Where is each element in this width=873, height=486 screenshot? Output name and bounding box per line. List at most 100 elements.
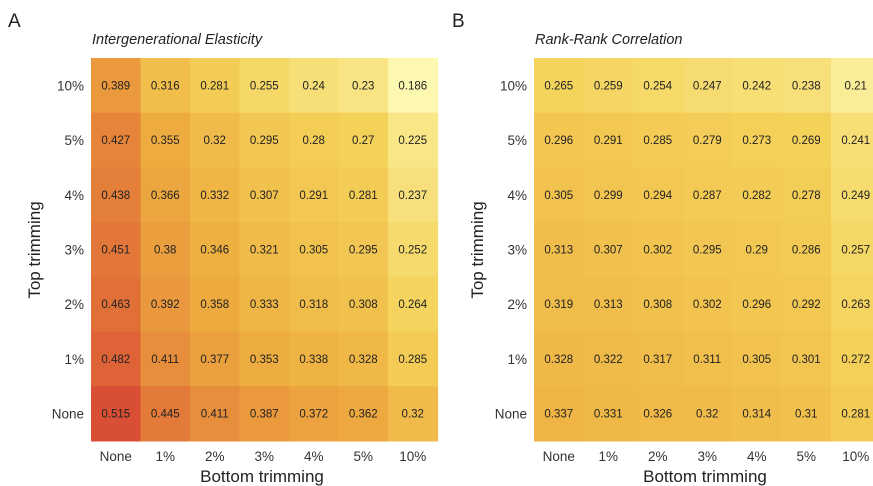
y-tick-label: 1%: [507, 352, 527, 367]
heatmap-cell: [732, 167, 783, 223]
x-tick-label: 4%: [747, 449, 767, 464]
y-tick-label: 4%: [507, 188, 527, 203]
heatmap-cell-value: 0.307: [594, 244, 623, 256]
heatmap-cell-value: 0.326: [643, 409, 672, 421]
heatmap-cell: [289, 112, 340, 168]
heatmap-cell-value: 0.305: [742, 354, 771, 366]
heatmap-cell-value: 0.318: [299, 299, 328, 311]
heatmap-cell-value: 0.301: [792, 354, 821, 366]
heatmap-cell-value: 0.255: [250, 80, 279, 92]
heatmap-cell-value: 0.281: [841, 409, 870, 421]
heatmap-cell: [633, 386, 684, 442]
y-tick-label: None: [495, 407, 527, 422]
heatmap-cell-value: 0.238: [792, 80, 821, 92]
heatmap-cell-value: 0.32: [696, 409, 718, 421]
heatmap-cell: [239, 58, 290, 114]
panel-b-letter: B: [452, 11, 465, 32]
heatmap-cell: [388, 276, 439, 333]
heatmap-cell: [583, 167, 634, 223]
heatmap-cell-value: 0.254: [643, 80, 672, 92]
x-tick-label: 5%: [353, 449, 373, 464]
heatmap-cell-value: 0.319: [544, 299, 573, 311]
heatmap-cell: [781, 386, 832, 442]
heatmap-cell: [583, 58, 634, 114]
x-tick-label: 4%: [304, 449, 324, 464]
y-tick-label: 5%: [64, 133, 84, 148]
heatmap-cell-value: 0.291: [299, 190, 328, 202]
heatmap-cell: [91, 386, 142, 442]
heatmap-cell-value: 0.282: [742, 190, 771, 202]
panel-a-cells: 0.389 0.316 0.281 0.255 0.24 0.23 0.186 0.427 0.…: [91, 58, 439, 442]
heatmap-cell: [338, 331, 389, 387]
heatmap-cell: [831, 331, 873, 387]
heatmap-cell-value: 0.31: [795, 409, 817, 421]
y-tick-label: 4%: [64, 188, 84, 203]
heatmap-cell-value: 0.296: [544, 135, 573, 147]
heatmap-cell-value: 0.299: [594, 190, 623, 202]
heatmap-cell: [239, 386, 290, 442]
heatmap-cell-value: 0.332: [200, 190, 229, 202]
panel-b-x-tick-labels: None 1% 2% 3% 4% 5% 10%: [543, 449, 870, 464]
heatmap-cell: [633, 331, 684, 387]
heatmap-cell-value: 0.321: [250, 244, 279, 256]
heatmap-cell: [338, 386, 389, 442]
heatmap-cell-value: 0.269: [792, 135, 821, 147]
heatmap-cell-value: 0.287: [693, 190, 722, 202]
heatmap-cell: [831, 276, 873, 333]
heatmap-cell-value: 0.308: [643, 299, 672, 311]
heatmap-cell: [583, 331, 634, 387]
heatmap-cell-value: 0.281: [349, 190, 378, 202]
heatmap-cell-value: 0.279: [693, 135, 722, 147]
heatmap-cell-value: 0.305: [544, 190, 573, 202]
heatmap-cell-value: 0.328: [544, 354, 573, 366]
heatmap-cell: [682, 331, 733, 387]
heatmap-cell: [91, 167, 142, 223]
heatmap-cell: [781, 112, 832, 168]
heatmap-cell-value: 0.186: [398, 80, 427, 92]
heatmap-cell-value: 0.23: [352, 80, 374, 92]
heatmap-cell: [338, 167, 389, 223]
heatmap-cell: [190, 276, 241, 333]
heatmap-cell-value: 0.358: [200, 299, 229, 311]
heatmap-cell: [289, 167, 340, 223]
y-tick-label: None: [52, 407, 84, 422]
x-tick-label: None: [100, 449, 132, 464]
heatmap-cell-value: 0.313: [544, 244, 573, 256]
y-tick-label: 10%: [57, 78, 84, 93]
heatmap-cell-value: 0.451: [101, 244, 130, 256]
heatmap-cell: [732, 58, 783, 114]
heatmap-cell: [682, 276, 733, 333]
heatmap-cell: [289, 58, 340, 114]
panel-a-title: Intergenerational Elasticity: [92, 32, 263, 48]
panel-a-letter: A: [8, 11, 21, 32]
heatmap-cell-value: 0.307: [250, 190, 279, 202]
heatmap-cell: [338, 58, 389, 114]
heatmap-cell-value: 0.27: [352, 135, 374, 147]
heatmap-cell: [633, 167, 684, 223]
heatmap-cell-value: 0.305: [299, 244, 328, 256]
heatmap-cell-value: 0.249: [841, 190, 870, 202]
heatmap-cell: [732, 222, 783, 278]
heatmap-cell: [682, 222, 733, 278]
heatmap-cell-value: 0.295: [349, 244, 378, 256]
heatmap-cell: [831, 386, 873, 442]
panel-a-y-tick-labels: 10% 5% 4% 3% 2% 1% None: [52, 78, 84, 421]
heatmap-cell: [534, 331, 585, 387]
heatmap-cell-value: 0.346: [200, 244, 229, 256]
heatmap-cell: [781, 331, 832, 387]
heatmap-cell: [388, 222, 439, 278]
heatmap-cell-value: 0.28: [303, 135, 325, 147]
heatmap-cell-value: 0.377: [200, 354, 229, 366]
panel-a-y-axis-title: Top trimming: [25, 201, 44, 298]
x-tick-label: 10%: [842, 449, 869, 464]
heatmap-cell-value: 0.259: [594, 80, 623, 92]
heatmap-cell: [682, 58, 733, 114]
heatmap-cell-value: 0.362: [349, 409, 378, 421]
heatmap-cell: [140, 112, 191, 168]
heatmap-cell: [91, 222, 142, 278]
panel-a-heatmap: A Intergenerational Elasticity 0.389 0.31…: [8, 11, 439, 486]
y-tick-label: 3%: [64, 242, 84, 257]
heatmap-cell: [831, 112, 873, 168]
heatmap-cell-value: 0.285: [643, 135, 672, 147]
heatmap-cell: [781, 222, 832, 278]
